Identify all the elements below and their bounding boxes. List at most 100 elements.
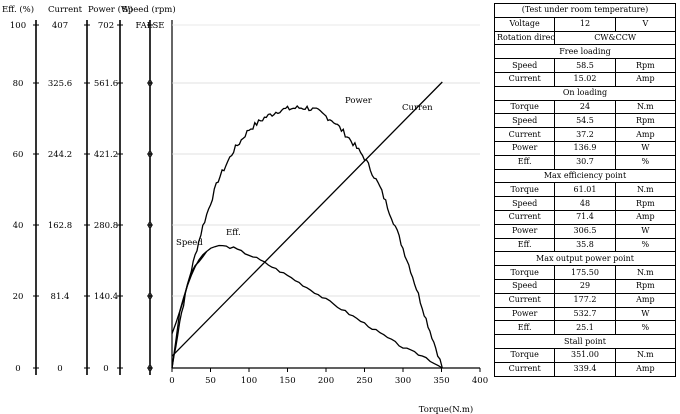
table-row: Current 71.4 Amp <box>493 209 677 225</box>
row-label: Current <box>493 209 556 225</box>
x-tick-label: 400 <box>472 376 488 386</box>
table-header-row: (Test under room temperature) <box>494 3 676 18</box>
table-row: Eff. 25.1% <box>493 320 677 336</box>
axis-title: Power (W) <box>88 4 133 15</box>
row-label: Speed <box>493 278 556 294</box>
section-header-row: Stall point <box>494 334 676 349</box>
table-row: Torque 175.50 N.m <box>493 265 677 280</box>
axis-tick-label: 81.4 <box>51 292 70 302</box>
series-line-power <box>171 104 443 369</box>
row-value: 175.50 <box>554 265 616 280</box>
row-label: Speed <box>493 196 556 211</box>
axis-tick-label: 140.4 <box>94 292 118 302</box>
row-unit: % <box>614 320 677 336</box>
series-label: Curren <box>402 103 433 113</box>
series-label: Speed <box>176 238 203 248</box>
row-value: 54.5 <box>554 113 616 129</box>
x-axis-title: Torque(N.m) <box>419 404 473 414</box>
section-header-row: Max output power point <box>494 251 676 267</box>
axis-title: Eff. (%) <box>2 4 34 15</box>
row-label: Current <box>493 71 556 87</box>
series-line-curren <box>171 81 443 357</box>
table-row: Power 306.5 W <box>493 223 677 239</box>
x-tick-label: 150 <box>279 376 295 386</box>
table-row: Torque 351.00 N.m <box>493 347 677 363</box>
axis-tick-label: 0 <box>103 364 108 374</box>
row-unit: W <box>614 223 677 239</box>
row-value: 37.2 <box>554 127 616 142</box>
table-row: Torque 24 N.m <box>493 99 677 115</box>
table-row: Current 177.2 Amp <box>493 292 677 308</box>
x-tick-label: 50 <box>205 376 216 386</box>
axis-title: Current <box>48 5 83 15</box>
row-label: Rotation direction <box>493 30 556 46</box>
axis-tick-label: 561.6 <box>94 79 118 89</box>
row-value: CW&CCW <box>554 30 676 46</box>
axis-tick-label: 0 <box>147 364 152 374</box>
axis-tick-label: 0 <box>147 221 152 231</box>
row-value: 532.7 <box>554 306 616 322</box>
axis-tick-label: 0 <box>147 292 152 302</box>
row-value: 71.4 <box>554 209 616 225</box>
motor-performance-chart: Eff. (%)100806040200Current407325.6244.2… <box>2 4 488 414</box>
axis-tick-label: 0 <box>57 364 62 374</box>
x-tick-label: 0 <box>169 376 174 386</box>
row-label: Power <box>493 140 556 156</box>
row-value: 58.5 <box>554 58 616 73</box>
axis-tick-label: 20 <box>13 292 24 302</box>
x-axis: 0 50 100 150 200 250 300 350 400 Torque(N.m) <box>169 368 488 414</box>
series-label: Power <box>345 96 373 106</box>
plot-frame <box>171 20 480 369</box>
row-unit: N.m <box>614 265 677 280</box>
x-tick-label: 300 <box>395 376 411 386</box>
table-row: Speed 48 Rpm <box>493 196 677 211</box>
row-label: Current <box>493 361 556 377</box>
axis-tick-label: 0 <box>147 79 152 89</box>
axis-tick-label: FALSE <box>136 21 165 31</box>
row-value: 29 <box>554 278 616 294</box>
row-unit: Amp <box>614 292 677 308</box>
table-title: (Test under room temperature) <box>494 3 676 18</box>
section-header-row: Max efficiency point <box>494 168 676 184</box>
table-row: Voltage 12 V <box>493 16 677 32</box>
table-row: Current 37.2 Amp <box>493 127 677 142</box>
row-unit: Amp <box>614 127 677 142</box>
axis-tick-label: 280.8 <box>94 221 118 231</box>
table-row: Speed 29 Rpm <box>493 278 677 294</box>
row-unit: N.m <box>614 182 677 198</box>
row-label: Eff. <box>493 320 556 336</box>
table-row: Current 339.4 Amp <box>493 361 677 377</box>
table-row: Eff. 35.8% <box>493 237 677 253</box>
row-value: 12 <box>554 16 616 32</box>
axis-tick-label: 0 <box>15 364 20 374</box>
axis-tick-label: 702 <box>98 21 114 31</box>
x-tick-label: 200 <box>318 376 334 386</box>
axis-tick-label: 60 <box>13 150 24 160</box>
row-unit: Amp <box>614 71 677 87</box>
axis-tick-label: 244.2 <box>48 150 72 160</box>
row-label: Torque <box>493 99 556 115</box>
row-value: 177.2 <box>554 292 616 308</box>
axis-tick-label: 0 <box>147 150 152 160</box>
section-title: Stall point <box>494 334 676 349</box>
row-value: 15.02 <box>554 71 616 87</box>
axis-tick-label: 407 <box>52 21 68 31</box>
axis-tick-label: 40 <box>13 221 24 231</box>
row-value: 24 <box>554 99 616 115</box>
row-value: 61.01 <box>554 182 616 198</box>
x-tick-label: 350 <box>433 376 449 386</box>
row-label: Current <box>493 292 556 308</box>
x-tick-label: 250 <box>356 376 372 386</box>
row-label: Voltage <box>493 16 556 32</box>
series-line-eff <box>171 244 443 369</box>
table-row: Speed 54.5 Rpm <box>493 113 677 129</box>
row-unit: Rpm <box>614 113 677 129</box>
row-label: Power <box>493 306 556 322</box>
row-value: 25.1 <box>554 320 616 336</box>
row-unit: % <box>614 237 677 253</box>
section-header-row: Free loading <box>494 44 676 60</box>
row-label: Speed <box>493 58 556 73</box>
series-line-speed <box>171 250 208 334</box>
axis-title: Speed (rpm) <box>122 4 176 15</box>
row-unit: Rpm <box>614 196 677 211</box>
